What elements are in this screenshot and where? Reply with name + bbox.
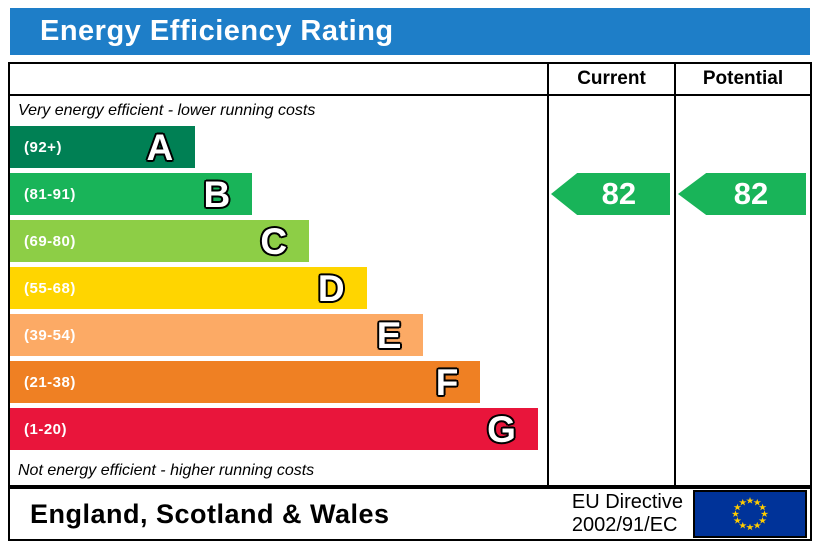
bottom-note: Not energy efficient - higher running co… bbox=[18, 462, 315, 479]
current-column-header: Current bbox=[577, 68, 646, 89]
band-letter: C bbox=[260, 220, 288, 262]
current-rating-arrow: 82 bbox=[551, 173, 670, 215]
current-rating-value: 82 bbox=[601, 176, 637, 211]
eu-directive-label: EU Directive 2002/91/EC bbox=[572, 491, 683, 537]
band-letter: A bbox=[146, 126, 174, 168]
band-chart: Very energy efficient - lower running co… bbox=[10, 96, 547, 485]
footer: England, Scotland & Wales EU Directive 2… bbox=[8, 487, 812, 541]
band-range-label: (1-20) bbox=[24, 420, 68, 438]
rating-table: Very energy efficient - lower running co… bbox=[8, 62, 812, 487]
band-letter: F bbox=[435, 361, 459, 403]
band-range-label: (92+) bbox=[24, 138, 62, 156]
band-row: (21-38) F bbox=[10, 361, 547, 408]
eu-directive-line1: EU Directive bbox=[571, 491, 683, 513]
band-bar: (69-80) C bbox=[10, 220, 310, 262]
band-row: (81-91) B bbox=[10, 173, 547, 220]
current-column: Current 82 bbox=[547, 64, 676, 485]
potential-rating-arrow: 82 bbox=[678, 173, 806, 215]
potential-column: Potential 82 bbox=[676, 64, 810, 485]
eu-directive-line2: 2002/91/EC bbox=[571, 514, 678, 536]
potential-column-header: Potential bbox=[702, 68, 784, 89]
top-note: Very energy efficient - lower running co… bbox=[18, 102, 316, 119]
eu-flag-icon bbox=[693, 490, 807, 538]
band-range-label: (55-68) bbox=[24, 279, 76, 297]
band-row: (92+) A bbox=[10, 126, 547, 173]
potential-rating-value: 82 bbox=[733, 176, 769, 211]
bands: (92+) A (81-91) B (69-80) C (55-68) D (3… bbox=[10, 126, 547, 455]
page-title: Energy Efficiency Rating bbox=[40, 15, 394, 47]
band-range-label: (39-54) bbox=[24, 326, 76, 344]
band-bar: (39-54) E bbox=[10, 314, 424, 356]
band-letter: D bbox=[317, 267, 345, 309]
band-row: (1-20) G bbox=[10, 408, 547, 455]
band-letter: B bbox=[203, 173, 231, 215]
band-bar: (92+) A bbox=[10, 126, 196, 168]
band-range-label: (81-91) bbox=[24, 185, 76, 203]
band-row: (69-80) C bbox=[10, 220, 547, 267]
band-bar: (55-68) D bbox=[10, 267, 367, 309]
header-divider bbox=[10, 94, 810, 96]
band-bar: (1-20) G bbox=[10, 408, 538, 450]
band-bar: (21-38) F bbox=[10, 361, 481, 403]
band-row: (55-68) D bbox=[10, 267, 547, 314]
band-bar: (81-91) B bbox=[10, 173, 253, 215]
band-letter: E bbox=[376, 314, 402, 356]
band-range-label: (21-38) bbox=[24, 373, 76, 391]
region-label: England, Scotland & Wales bbox=[30, 498, 390, 529]
band-row: (39-54) E bbox=[10, 314, 547, 361]
title-bar: Energy Efficiency Rating bbox=[10, 8, 810, 55]
band-range-label: (69-80) bbox=[24, 232, 76, 250]
band-letter: G bbox=[487, 408, 516, 450]
